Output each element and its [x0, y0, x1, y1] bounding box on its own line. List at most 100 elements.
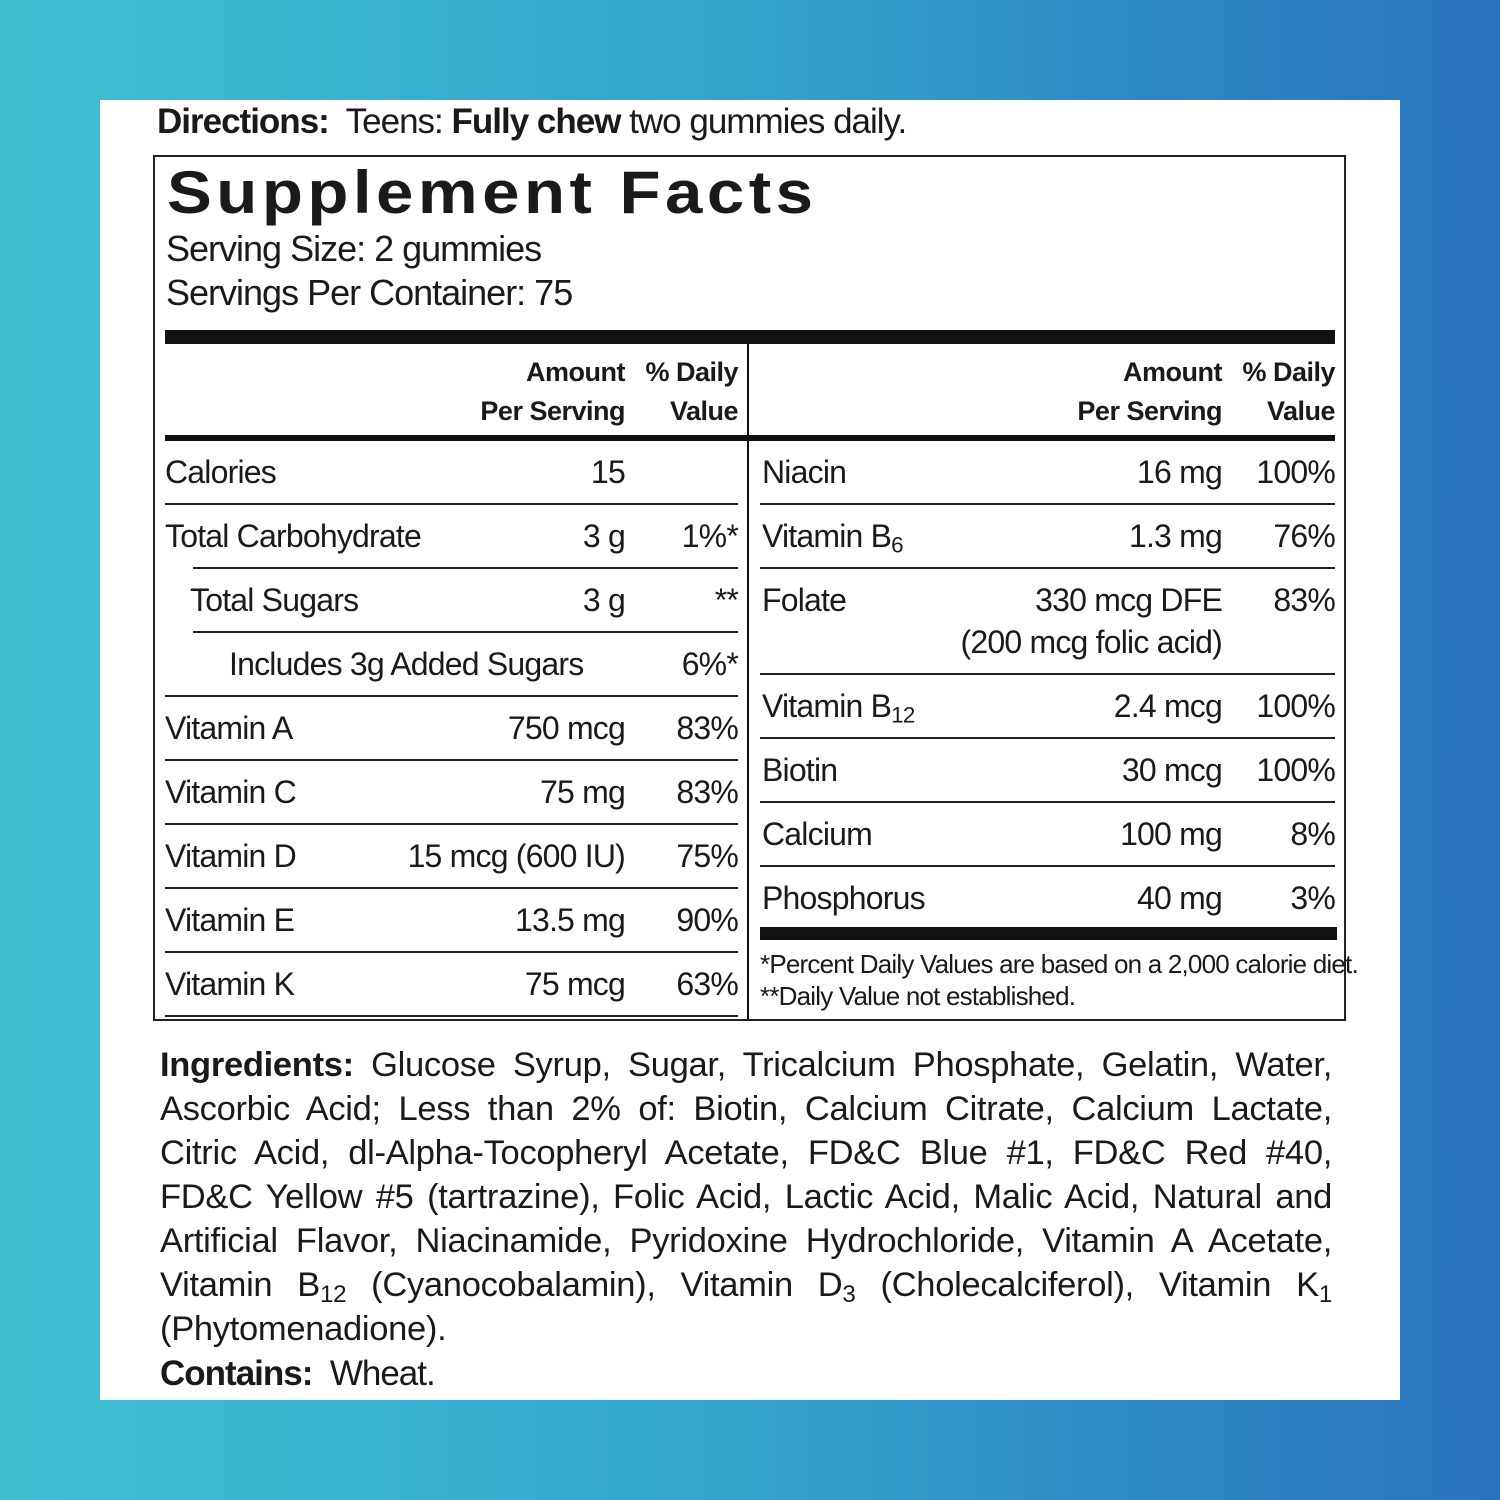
nutrient-amount: 1.3 mg [1128, 505, 1223, 567]
nutrient-amount: 15 [591, 454, 626, 490]
nutrient-amount: 30 mcg [1122, 739, 1223, 801]
thick-rule [760, 927, 1337, 940]
nutrient-name: Vitamin B6 [762, 505, 904, 567]
directions: Directions: Teens: Fully chew two gummie… [157, 102, 907, 142]
directions-label: Directions: [157, 102, 330, 141]
footnote: *Percent Daily Values are based on a 2,0… [760, 949, 1359, 979]
ingredient-subscript: 1 [1318, 1281, 1332, 1309]
ingredient-subscript: 12 [319, 1281, 347, 1309]
dv-header-line: % Daily [645, 357, 738, 387]
footnotes: *Percent Daily Values are based on a 2,0… [760, 948, 1359, 1012]
amount-header-line: Amount [526, 357, 625, 387]
row-rule [760, 801, 1335, 803]
nutrient-amount: 13.5 mg [514, 902, 626, 938]
nutrient-name-text: Biotin [762, 752, 838, 788]
directions-text: two gummies daily. [629, 102, 907, 141]
amount-header-line: Per Serving [480, 396, 625, 426]
row-rule [760, 865, 1335, 867]
nutrient-amount: 75 mcg [524, 966, 626, 1002]
header-rule [165, 435, 748, 441]
directions-audience: Teens: [345, 102, 444, 141]
nutrient-row: Niacin 16 mg 100% [760, 441, 1336, 505]
nutrient-row: Calcium 100 mg 8% [760, 803, 1336, 867]
nutrient-amount: 3 g [582, 518, 626, 554]
daily-value: 8% [1290, 816, 1335, 852]
ingredient-subscript: 3 [842, 1281, 856, 1309]
ingredient-text: (Cyanocobalamin), Vitamin D [346, 1266, 843, 1304]
nutrient-amount: 3 g [582, 582, 626, 618]
thick-rule [165, 330, 1335, 344]
nutrient-name-text: Vitamin B [762, 688, 892, 724]
column-divider [747, 344, 749, 1019]
row-rule [165, 823, 738, 825]
dv-header-line: Value [669, 396, 739, 426]
nutrient-row: Vitamin A 750 mcg 83% [165, 697, 739, 761]
nutrient-amount: 75 mg [540, 774, 626, 810]
nutrient-name: Niacin [762, 441, 847, 503]
nutrient-amount: 16 mg [1137, 441, 1223, 503]
row-rule [165, 503, 738, 505]
daily-value: 76% [1273, 518, 1335, 554]
daily-value: 90% [676, 902, 738, 938]
nutrient-name: Calcium [762, 803, 873, 865]
daily-value: ** [714, 582, 739, 618]
nutrient-name-text: Vitamin B [762, 518, 892, 554]
daily-value: 6%* [681, 646, 739, 682]
daily-value: 83% [676, 710, 738, 746]
daily-value: 83% [676, 774, 738, 810]
nutrient-column: Niacin 16 mg 100% Vitamin B6 1.3 mg 76% Folate… [760, 441, 1336, 931]
ingredient-text: (Cholecalciferol), Vitamin K [855, 1266, 1319, 1304]
amount-header-line: Amount [1123, 357, 1222, 387]
amount-header: Amount Per Serving [480, 353, 625, 431]
serving-size: Serving Size: 2 gummies [166, 228, 542, 269]
ingredients-label: Ingredients: [160, 1046, 354, 1084]
nutrient-name-text: Phosphorus [762, 880, 926, 916]
dv-header-line: % Daily [1242, 357, 1335, 387]
nutrient-row: Includes 3g Added Sugars 6%* [165, 633, 739, 697]
row-rule [760, 567, 1335, 569]
daily-value: 83% [1273, 582, 1335, 618]
nutrient-name: Biotin [762, 739, 838, 801]
nutrient-amount: 40 mg [1137, 867, 1223, 929]
row-rule [760, 737, 1335, 739]
contains-label: Contains: [160, 1354, 313, 1393]
nutrient-name: Vitamin D [165, 838, 297, 874]
nutrient-row: Vitamin B6 1.3 mg 76% [760, 505, 1336, 569]
nutrient-name: Includes 3g Added Sugars [229, 646, 584, 682]
label-panel [100, 100, 1400, 1400]
daily-value: 100% [1256, 752, 1335, 788]
nutrient-name: Vitamin A [165, 710, 293, 746]
daily-value: 63% [676, 966, 738, 1002]
nutrient-column: Calories 15 Total Carbohydrate 3 g 1%* Total … [165, 441, 739, 1017]
nutrient-row: Biotin 30 mcg 100% [760, 739, 1336, 803]
daily-value: 100% [1256, 454, 1335, 490]
row-rule [165, 951, 738, 953]
daily-value: 100% [1256, 688, 1335, 724]
nutrient-amount-text: 16 mg [1137, 454, 1223, 490]
nutrient-amount: 100 mg [1120, 803, 1223, 865]
nutrient-amount: 2.4 mcg [1114, 675, 1223, 737]
row-rule [165, 695, 738, 697]
row-rule [165, 759, 738, 761]
row-rule [165, 1015, 738, 1017]
contains: Contains: Wheat. [160, 1354, 436, 1394]
nutrient-name-subscript: 6 [891, 532, 903, 558]
servings-per-container: Servings Per Container: 75 [166, 272, 573, 313]
nutrient-amount-text: 1.3 mg [1128, 518, 1223, 554]
facts-title: Supplement Facts [167, 159, 818, 226]
dv-header: % Daily Value [645, 353, 738, 431]
nutrient-amount: 750 mcg [507, 710, 626, 746]
header-rule [749, 435, 1335, 441]
nutrient-row: Phosphorus 40 mg 3% [760, 867, 1336, 931]
daily-value: 75% [676, 838, 738, 874]
daily-value: 3% [1290, 880, 1335, 916]
footnote: **Daily Value not established. [760, 981, 1076, 1011]
nutrient-row: Total Carbohydrate 3 g 1%* [165, 505, 739, 569]
row-rule [193, 567, 738, 569]
nutrient-name: Vitamin B12 [762, 675, 915, 737]
nutrient-name: Calories [165, 454, 277, 490]
row-rule [193, 631, 738, 633]
nutrient-amount-text: 330 mcg DFE [1035, 582, 1223, 618]
